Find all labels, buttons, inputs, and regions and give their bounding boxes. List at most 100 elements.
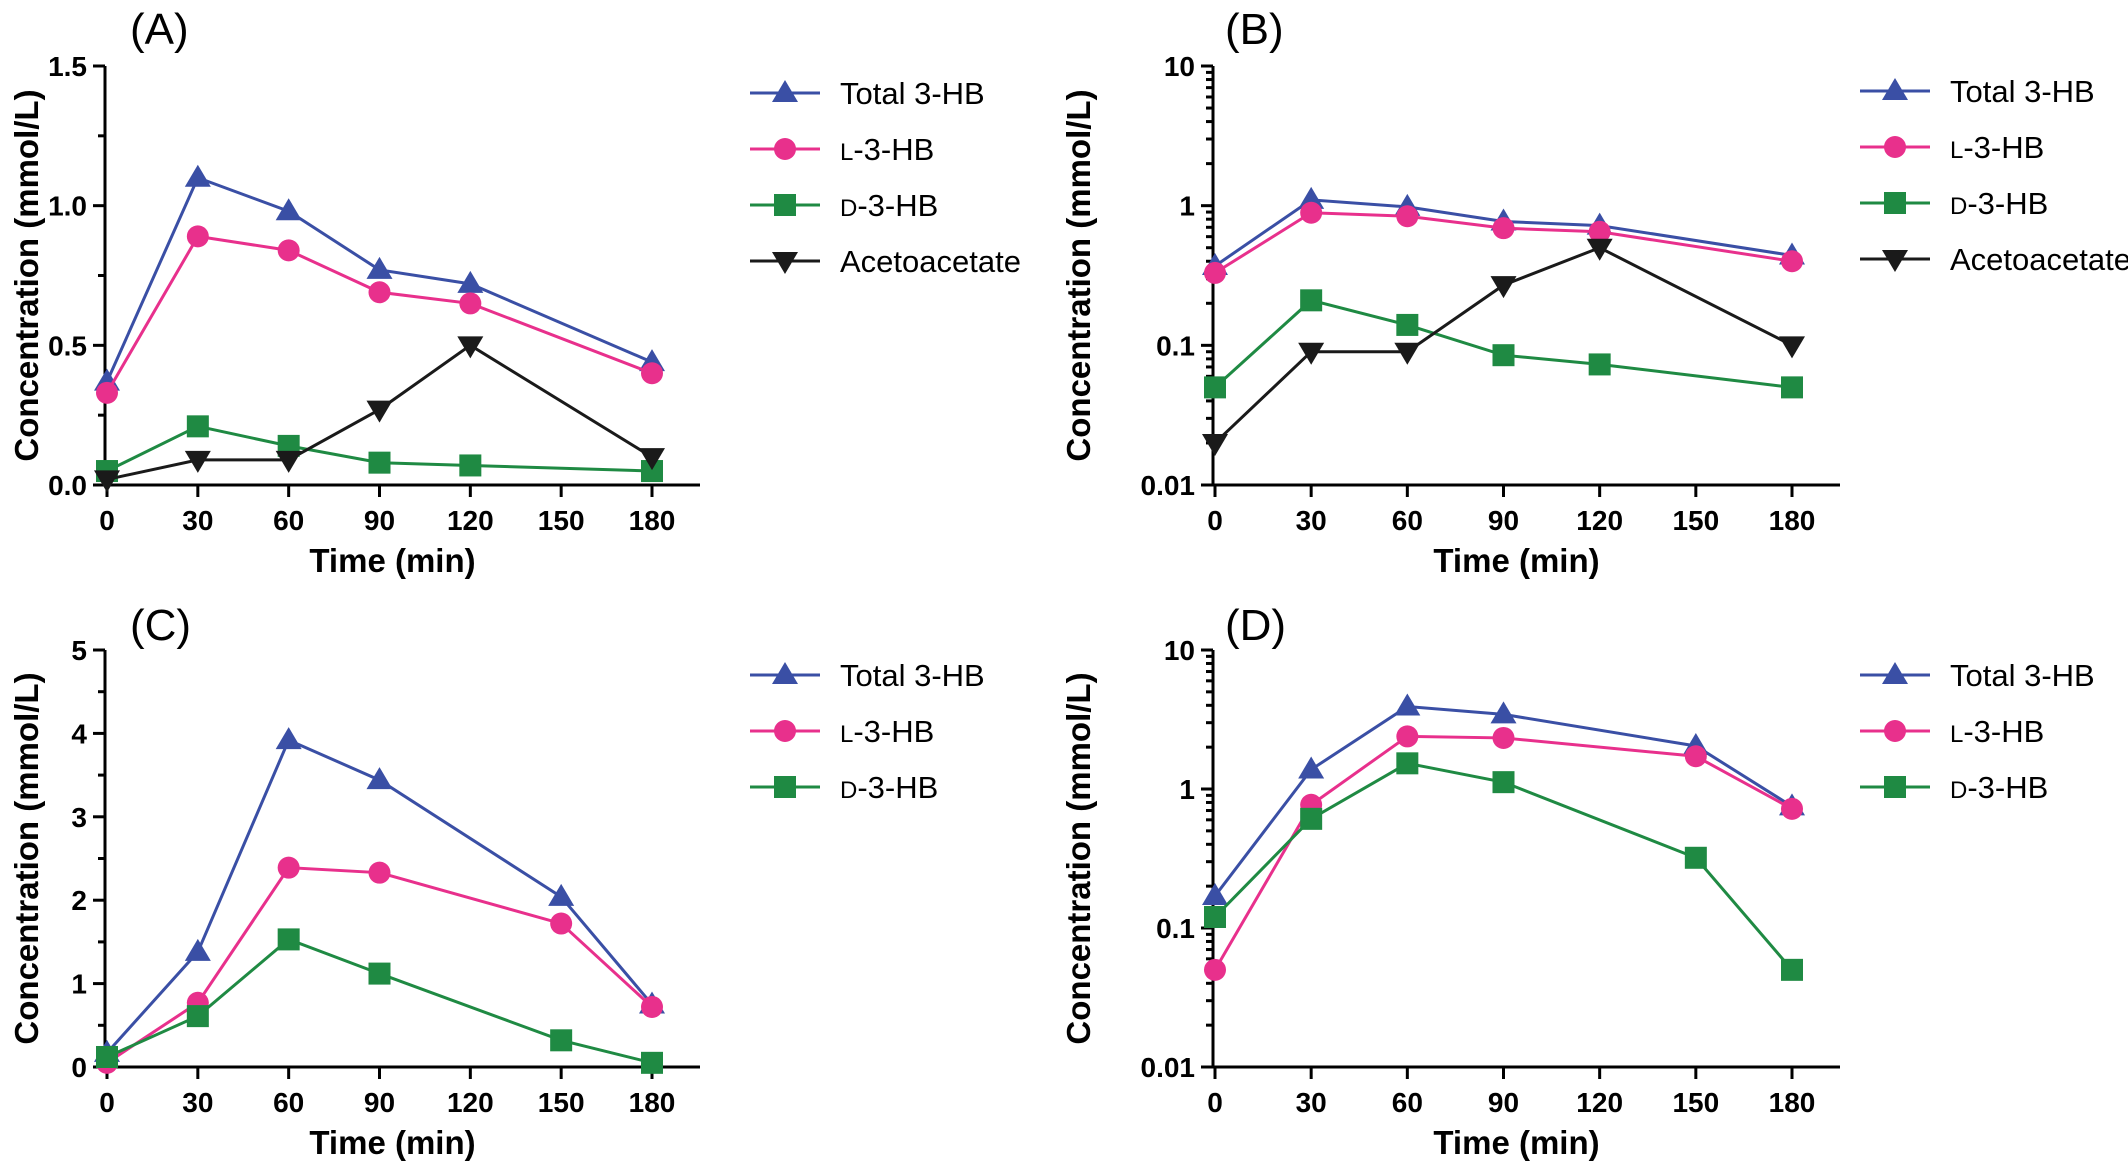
- legend-marker-d-3-hb: [774, 776, 796, 798]
- series-d-3-hb: [1204, 752, 1803, 981]
- data-point-l-3-hb: [1492, 217, 1515, 240]
- data-point-l-3-hb: [1396, 725, 1419, 748]
- series-l-3-hb: [1204, 725, 1803, 981]
- series-l-3-hb: [1204, 201, 1803, 284]
- data-point-d-3-hb: [1781, 376, 1803, 399]
- legend-label-acetoacetate: Acetoacetate: [1950, 242, 2128, 277]
- data-point-total-3-hb: [366, 767, 393, 790]
- panel-label-b: (B): [1225, 5, 1284, 54]
- x-tick-label: 150: [538, 1087, 585, 1118]
- data-point-acetoacetate: [1298, 342, 1325, 365]
- x-axis-title: Time (min): [309, 1124, 475, 1161]
- x-tick-label: 0: [99, 1087, 115, 1118]
- legend-marker-l-3-hb: [1884, 720, 1906, 742]
- x-tick-label: 90: [1488, 505, 1519, 536]
- data-point-acetoacetate: [1202, 433, 1228, 456]
- x-tick-label: 60: [1392, 1087, 1423, 1118]
- data-point-acetoacetate: [94, 470, 120, 493]
- legend-item-acetoacetate: Acetoacetate: [1860, 242, 2128, 277]
- series-line-total-3-hb: [1214, 198, 1793, 268]
- legend-label-l-3-hb: L-3-HB: [1950, 714, 2044, 749]
- x-tick-label: 180: [629, 505, 676, 536]
- data-point-total-3-hb: [548, 883, 575, 906]
- data-point-l-3-hb: [96, 381, 118, 404]
- x-axis-title: Time (min): [1433, 542, 1599, 579]
- legend-label-l-3-hb: L-3-HB: [840, 132, 934, 167]
- x-tick-label: 60: [1392, 505, 1423, 536]
- legend-marker-d-3-hb: [1884, 192, 1906, 214]
- data-point-l-3-hb: [277, 239, 300, 262]
- y-tick-label: 0.1: [1156, 913, 1195, 944]
- x-tick-label: 120: [447, 1087, 494, 1118]
- x-tick-label: 150: [1672, 1087, 1719, 1118]
- legend: Total 3-HB L-3-HB D-3-HB Acetoacetate: [1860, 74, 2128, 277]
- legend-label-d-3-hb: D-3-HB: [840, 188, 938, 223]
- y-tick-label: 0: [71, 1052, 87, 1083]
- series-d-3-hb: [1204, 289, 1803, 399]
- x-tick-label: 30: [182, 505, 213, 536]
- x-tick-label: 30: [1296, 505, 1327, 536]
- y-axis-title: Concentration (mmol/L): [1060, 89, 1097, 461]
- x-tick-label: 60: [273, 1087, 304, 1118]
- data-point-d-3-hb: [1396, 752, 1419, 775]
- legend-marker-l-3-hb: [1884, 136, 1906, 158]
- legend-marker-total-3-hb: [772, 662, 798, 684]
- legend-marker-total-3-hb: [772, 80, 798, 102]
- legend-label-total-3-hb: Total 3-HB: [1950, 74, 2095, 109]
- series-d-3-hb: [96, 928, 663, 1074]
- legend-label-total-3-hb: Total 3-HB: [840, 76, 985, 111]
- x-tick-label: 120: [1576, 1087, 1623, 1118]
- data-point-l-3-hb: [186, 225, 209, 248]
- data-point-l-3-hb: [1204, 261, 1226, 284]
- legend: Total 3-HB L-3-HB D-3-HB Acetoacetate: [750, 76, 1021, 279]
- y-tick-label: 0.0: [48, 470, 87, 501]
- panel-label-a: (A): [130, 5, 189, 54]
- data-point-total-3-hb: [275, 727, 302, 750]
- x-tick-label: 0: [1207, 505, 1223, 536]
- data-point-d-3-hb: [1300, 807, 1323, 830]
- series-acetoacetate: [1202, 238, 1805, 456]
- legend: Total 3-HB L-3-HB D-3-HB: [750, 658, 985, 805]
- legend-marker-d-3-hb: [774, 194, 796, 216]
- data-point-d-3-hb: [368, 451, 391, 474]
- legend-marker-d-3-hb: [1884, 776, 1906, 798]
- legend-item-l-3-hb: L-3-HB: [750, 714, 934, 749]
- data-point-d-3-hb: [1396, 313, 1419, 336]
- x-tick-label: 150: [1672, 505, 1719, 536]
- panel-label-c: (C): [130, 601, 191, 650]
- y-tick-label: 1.0: [48, 191, 87, 222]
- data-point-d-3-hb: [1492, 344, 1515, 367]
- x-tick-label: 180: [1769, 1087, 1816, 1118]
- data-point-d-3-hb: [550, 1029, 573, 1052]
- series-line-total-3-hb: [105, 175, 653, 383]
- data-point-l-3-hb: [1588, 220, 1611, 243]
- data-point-l-3-hb: [1300, 201, 1323, 224]
- data-point-d-3-hb: [1204, 376, 1226, 399]
- legend-marker-total-3-hb: [1882, 662, 1908, 684]
- x-tick-label: 120: [447, 505, 494, 536]
- data-point-d-3-hb: [1588, 353, 1611, 376]
- legend-label-acetoacetate: Acetoacetate: [840, 244, 1021, 279]
- data-point-total-3-hb: [1490, 701, 1517, 724]
- y-tick-label: 1.5: [48, 51, 87, 82]
- data-point-acetoacetate: [184, 450, 211, 473]
- x-tick-label: 180: [629, 1087, 676, 1118]
- x-tick-label: 90: [364, 505, 395, 536]
- y-tick-label: 10: [1164, 635, 1195, 666]
- series-acetoacetate: [94, 336, 665, 493]
- data-point-total-3-hb: [1298, 186, 1325, 209]
- series-d-3-hb: [96, 415, 663, 483]
- panel-label-d: (D): [1225, 601, 1286, 650]
- data-point-d-3-hb: [641, 1051, 663, 1074]
- legend-label-total-3-hb: Total 3-HB: [1950, 658, 2095, 693]
- data-point-l-3-hb: [368, 281, 391, 304]
- y-tick-label: 3: [71, 802, 87, 833]
- series-total-3-hb: [94, 164, 665, 391]
- data-point-acetoacetate: [275, 450, 302, 473]
- y-tick-label: 10: [1164, 51, 1195, 82]
- legend-item-l-3-hb: L-3-HB: [1860, 130, 2044, 165]
- data-point-total-3-hb: [1202, 882, 1228, 905]
- legend-item-total-3-hb: Total 3-HB: [750, 658, 985, 693]
- data-point-total-3-hb: [184, 938, 211, 961]
- legend-item-l-3-hb: L-3-HB: [1860, 714, 2044, 749]
